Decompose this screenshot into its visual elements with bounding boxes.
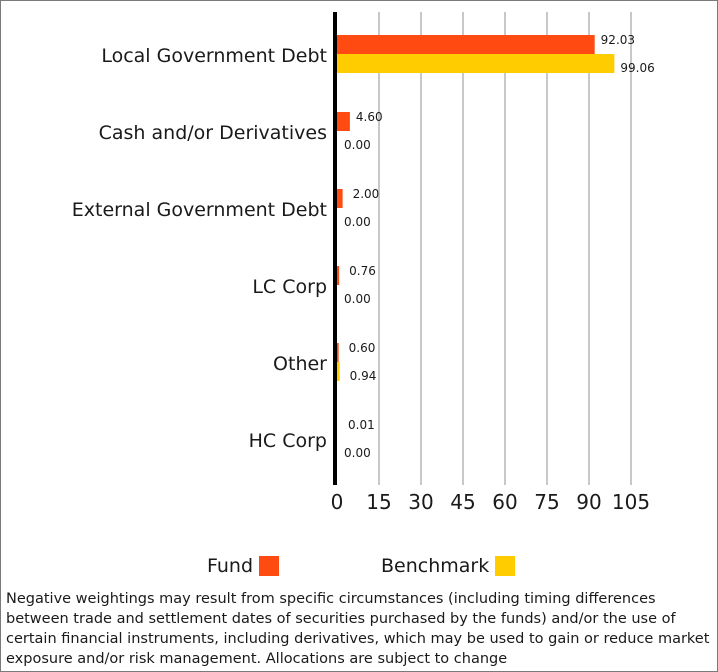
category-label: Local Government Debt — [101, 45, 327, 67]
category-label: HC Corp — [249, 430, 327, 452]
value-label: 0.94 — [350, 369, 377, 383]
legend-benchmark-swatch — [495, 556, 516, 576]
x-tick-label: 30 — [408, 490, 433, 514]
bar-fund — [337, 35, 595, 54]
value-label: 0.00 — [344, 292, 371, 306]
value-label: 0.60 — [349, 341, 376, 355]
bar-fund — [337, 112, 350, 131]
category-label: Cash and/or Derivatives — [99, 122, 327, 144]
bar-fund — [337, 266, 340, 285]
value-label: 0.01 — [348, 418, 375, 432]
x-tick-label: 90 — [576, 490, 601, 514]
x-tick-label: 105 — [612, 490, 650, 514]
legend-fund-swatch — [259, 556, 280, 576]
value-label: 0.00 — [344, 215, 371, 229]
category-label: LC Corp — [252, 276, 327, 298]
legend-benchmark: Benchmark — [381, 555, 516, 577]
bar-fund — [337, 343, 339, 362]
x-tick-label: 60 — [492, 490, 517, 514]
category-label: Other — [273, 353, 327, 375]
value-label: 4.60 — [356, 110, 383, 124]
legend-benchmark-label: Benchmark — [381, 555, 490, 577]
legend-fund: Fund — [207, 555, 280, 577]
value-label: 0.76 — [349, 264, 376, 278]
x-tick-label: 0 — [331, 490, 344, 514]
value-label: 2.00 — [353, 187, 380, 201]
value-label: 0.00 — [344, 446, 371, 460]
bar-fund — [337, 189, 343, 208]
bar-benchmark — [337, 54, 615, 73]
value-label: 99.06 — [620, 61, 654, 75]
allocation-bar-chart: Local Government Debt Cash and/or Derivat… — [72, 12, 655, 514]
x-tick-label: 75 — [534, 490, 559, 514]
category-label: External Government Debt — [72, 199, 327, 221]
footnote-text: Negative weightings may result from spec… — [6, 591, 710, 667]
value-label: 92.03 — [601, 33, 635, 47]
value-label: 0.00 — [344, 138, 371, 152]
legend-fund-label: Fund — [207, 555, 254, 577]
bar-benchmark — [337, 362, 340, 381]
x-tick-label: 45 — [450, 490, 475, 514]
x-tick-label: 15 — [366, 490, 391, 514]
